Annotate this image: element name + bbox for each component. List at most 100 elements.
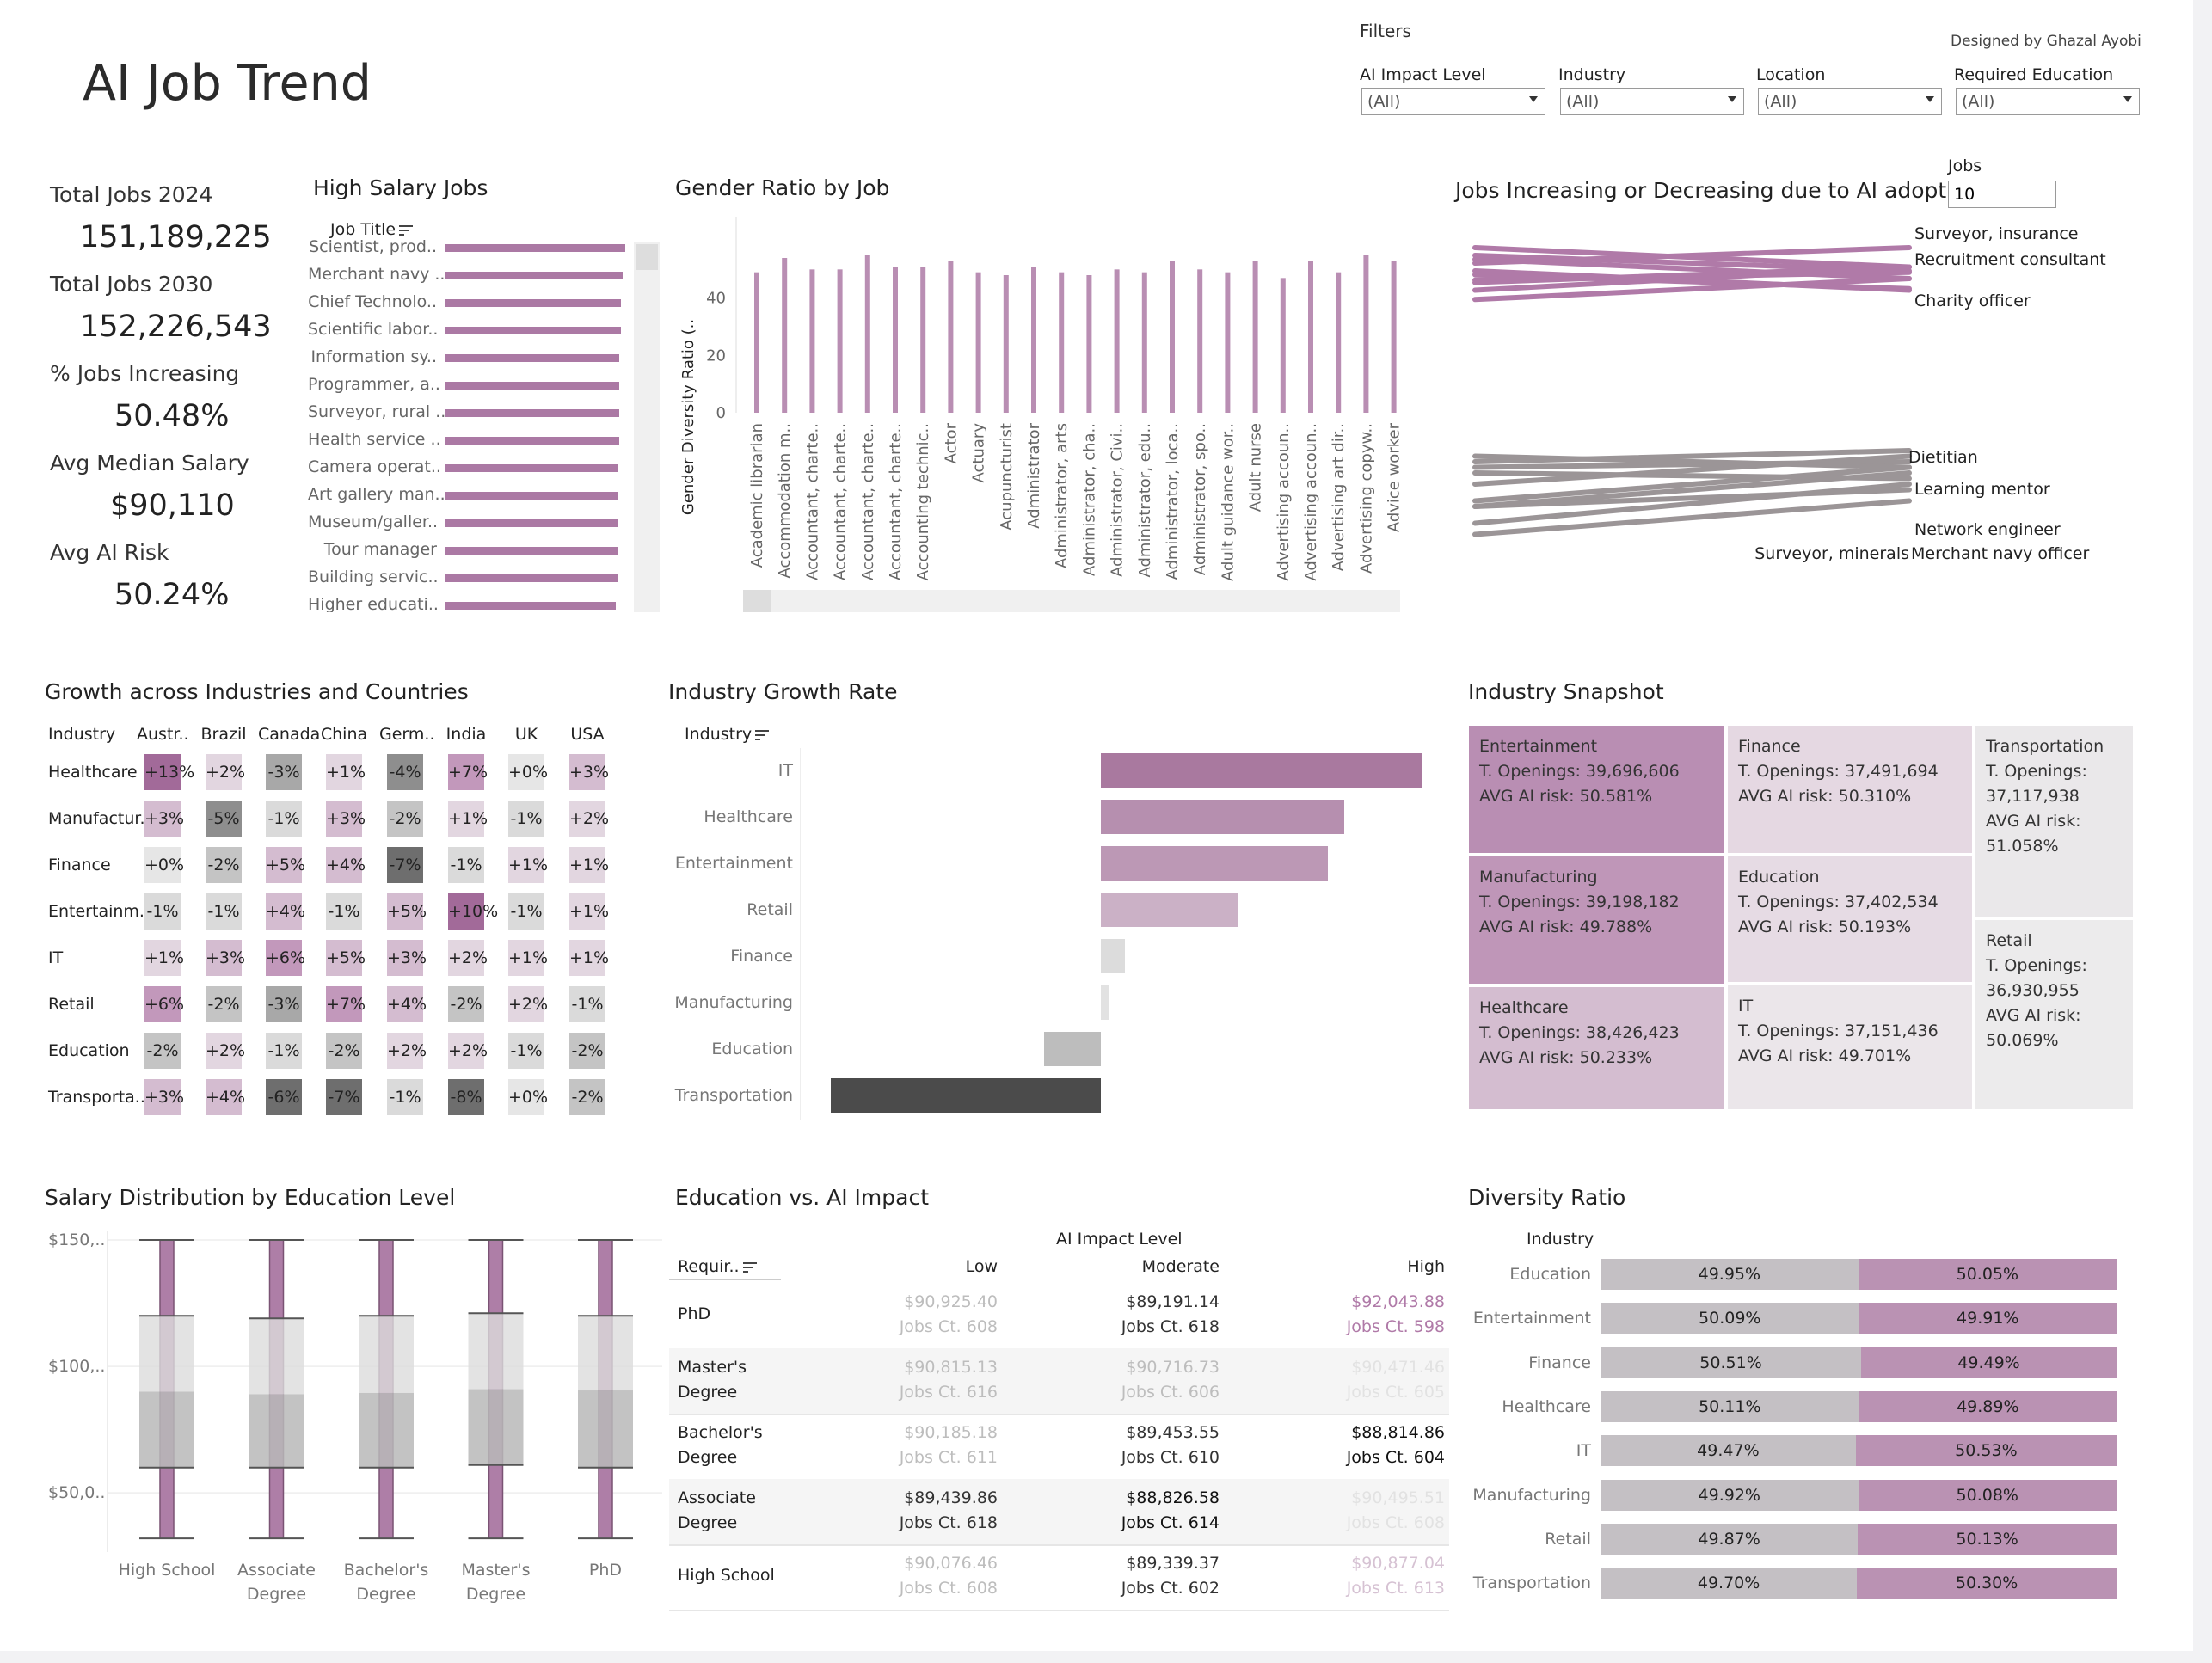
salary-bar[interactable] xyxy=(445,519,618,527)
table-cell[interactable]: $90,877.04 Jobs Ct. 613 xyxy=(1273,1551,1445,1601)
job-title[interactable]: Surveyor, rural .. xyxy=(308,402,446,421)
heatmap-cell[interactable]: +6% xyxy=(266,940,305,976)
heatmap-cell[interactable]: -7% xyxy=(387,847,423,883)
table-row-header[interactable]: Requir.. xyxy=(678,1257,757,1276)
job-title[interactable]: Building servic.. xyxy=(308,568,439,586)
growth-bar[interactable] xyxy=(1044,1032,1101,1066)
job-title[interactable]: Chief Technolo.. xyxy=(308,292,437,311)
heatmap-cell[interactable]: -1% xyxy=(387,1079,423,1115)
heatmap-cell[interactable]: +7% xyxy=(326,986,366,1022)
job-title[interactable]: Museum/galler.. xyxy=(308,512,439,531)
heatmap-cell[interactable]: -2% xyxy=(326,1033,362,1069)
diversity-bar-b[interactable]: 49.89% xyxy=(1859,1390,2117,1422)
heatmap-cell[interactable]: +1% xyxy=(144,940,184,976)
heatmap-cell[interactable]: -1% xyxy=(508,801,544,837)
heatmap-cell[interactable]: +1% xyxy=(569,847,609,883)
diversity-bar-b[interactable]: 50.53% xyxy=(1855,1435,2117,1467)
chevron-down-icon[interactable] xyxy=(2123,96,2132,102)
heatmap-cell[interactable]: +5% xyxy=(326,940,366,976)
job-title[interactable]: Programmer, a.. xyxy=(308,375,440,394)
growth-bar[interactable] xyxy=(831,1078,1101,1113)
diversity-bar-b[interactable]: 49.91% xyxy=(1859,1303,2117,1335)
heatmap-cell[interactable]: +0% xyxy=(144,847,184,883)
salary-bar[interactable] xyxy=(445,574,618,582)
job-title[interactable]: Merchant navy .. xyxy=(308,265,445,284)
treemap-cell[interactable]: Manufacturing T. Openings: 39,198,182 AVG … xyxy=(1467,855,1726,985)
heatmap-cell[interactable]: -2% xyxy=(206,986,242,1022)
diversity-bar-a[interactable]: 49.47% xyxy=(1601,1435,1856,1467)
salary-bar[interactable] xyxy=(445,547,618,555)
salary-bar[interactable] xyxy=(445,382,619,390)
chevron-down-icon[interactable] xyxy=(1529,96,1538,102)
heatmap-cell[interactable]: -5% xyxy=(206,801,242,837)
table-cell[interactable]: $90,185.18 Jobs Ct. 611 xyxy=(826,1421,998,1470)
treemap-cell[interactable]: Entertainment T. Openings: 39,696,606 AVG … xyxy=(1467,724,1726,855)
salary-bar[interactable] xyxy=(445,354,619,362)
heatmap-cell[interactable]: +4% xyxy=(266,893,305,930)
sort-icon[interactable] xyxy=(399,224,414,236)
heatmap-cell[interactable]: +3% xyxy=(144,801,184,837)
diversity-bar-b[interactable]: 50.13% xyxy=(1858,1523,2117,1555)
table-cell[interactable]: $89,453.55 Jobs Ct. 610 xyxy=(1048,1421,1220,1470)
job-title[interactable]: Art gallery man.. xyxy=(308,485,445,504)
diversity-bar-a[interactable]: 50.09% xyxy=(1601,1303,1859,1335)
table-cell[interactable]: $90,076.46 Jobs Ct. 608 xyxy=(826,1551,998,1601)
heatmap-cell[interactable]: -2% xyxy=(569,1033,605,1069)
job-title[interactable]: Health service .. xyxy=(308,430,441,449)
heatmap-cell[interactable]: +2% xyxy=(508,986,548,1022)
job-title-header[interactable]: Job Title xyxy=(330,220,414,239)
heatmap-cell[interactable]: +3% xyxy=(326,801,366,837)
salary-bar[interactable] xyxy=(445,327,621,334)
diversity-bar-a[interactable]: 49.95% xyxy=(1601,1259,1859,1290)
heatmap-cell[interactable]: +6% xyxy=(144,986,184,1022)
table-cell[interactable]: $88,826.58 Jobs Ct. 614 xyxy=(1048,1486,1220,1536)
table-cell[interactable]: $89,191.14 Jobs Ct. 618 xyxy=(1048,1290,1220,1340)
heatmap-cell[interactable]: -6% xyxy=(266,1079,302,1115)
salary-bar[interactable] xyxy=(445,437,619,445)
heatmap-cell[interactable]: +2% xyxy=(206,1033,245,1069)
table-cell[interactable]: $88,814.86 Jobs Ct. 604 xyxy=(1273,1421,1445,1470)
table-cell[interactable]: $90,925.40 Jobs Ct. 608 xyxy=(826,1290,998,1340)
treemap-cell[interactable]: Healthcare T. Openings: 38,426,423 AVG AI … xyxy=(1467,985,1726,1111)
heatmap-cell[interactable]: +3% xyxy=(144,1079,184,1115)
heatmap-cell[interactable]: +1% xyxy=(326,754,366,790)
job-title[interactable]: Higher educati.. xyxy=(308,595,439,614)
growth-bar[interactable] xyxy=(1101,939,1126,973)
treemap-cell[interactable]: Retail T. Openings: 36,930,955 AVG AI risk:… xyxy=(1974,918,2135,1111)
high-salary-scrollbar[interactable] xyxy=(634,242,660,614)
salary-bar[interactable] xyxy=(445,299,621,307)
heatmap-cell[interactable]: -1% xyxy=(266,801,302,837)
heatmap-cell[interactable]: -2% xyxy=(387,801,423,837)
diversity-bar-a[interactable]: 50.51% xyxy=(1601,1347,1862,1378)
salary-bar[interactable] xyxy=(445,464,618,472)
filter-dropdown[interactable]: (All) xyxy=(1361,88,1545,115)
heatmap-cell[interactable]: +5% xyxy=(266,847,305,883)
heatmap-cell[interactable]: +4% xyxy=(326,847,366,883)
chevron-down-icon[interactable] xyxy=(1728,96,1736,102)
diversity-bar-b[interactable]: 50.05% xyxy=(1858,1259,2117,1290)
heatmap-cell[interactable]: +1% xyxy=(569,893,609,930)
heatmap-cell[interactable]: -1% xyxy=(508,1033,544,1069)
heatmap-cell[interactable]: -2% xyxy=(448,986,484,1022)
heatmap-cell[interactable]: +1% xyxy=(508,940,548,976)
heatmap-cell[interactable]: -8% xyxy=(448,1079,484,1115)
heatmap-cell[interactable]: +2% xyxy=(569,801,609,837)
heatmap-cell[interactable]: -3% xyxy=(266,754,302,790)
table-cell[interactable]: $90,471.46 Jobs Ct. 605 xyxy=(1273,1355,1445,1405)
diversity-bar-b[interactable]: 50.30% xyxy=(1857,1568,2117,1599)
filter-dropdown[interactable]: (All) xyxy=(1758,88,1942,115)
heatmap-cell[interactable]: +4% xyxy=(206,1079,245,1115)
growth-bar[interactable] xyxy=(1101,846,1328,881)
table-cell[interactable]: $90,815.13 Jobs Ct. 616 xyxy=(826,1355,998,1405)
heatmap-cell[interactable]: +3% xyxy=(206,940,245,976)
heatmap-cell[interactable]: +2% xyxy=(448,940,488,976)
treemap-cell[interactable]: IT T. Openings: 37,151,436 AVG AI risk: 49… xyxy=(1726,984,1974,1111)
table-cell[interactable]: $90,495.51 Jobs Ct. 608 xyxy=(1273,1486,1445,1536)
heatmap-cell[interactable]: -1% xyxy=(144,893,181,930)
heatmap-cell[interactable]: +1% xyxy=(508,847,548,883)
heatmap-cell[interactable]: +1% xyxy=(569,940,609,976)
job-title[interactable]: Information sy.. xyxy=(310,347,437,366)
heatmap-cell[interactable]: -2% xyxy=(144,1033,181,1069)
heatmap-cell[interactable]: +10% xyxy=(448,893,498,930)
heatmap-cell[interactable]: -1% xyxy=(448,847,484,883)
